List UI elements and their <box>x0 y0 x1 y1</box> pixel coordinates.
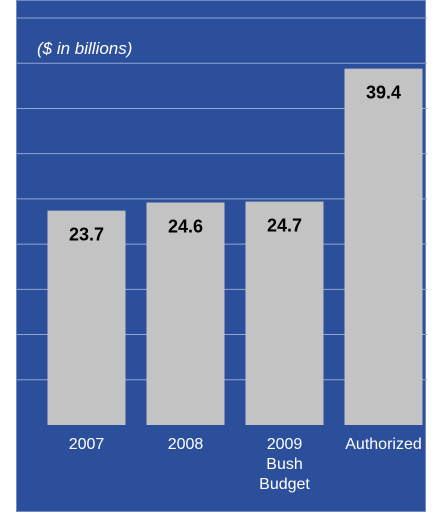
category-label-line: Authorized <box>345 436 422 453</box>
bar <box>344 68 423 425</box>
bar <box>146 202 225 425</box>
category-label: 2008 <box>168 436 204 453</box>
chart-panel: ($ in billions) 23.7 24.6 24.7 39.4 2007 200… <box>16 0 427 512</box>
category-label-line: Bush <box>266 456 302 473</box>
category-label-line: 2009 <box>267 436 303 453</box>
bar <box>245 201 324 425</box>
category-label-line: 2007 <box>69 436 105 453</box>
category-label: Authorized <box>345 436 422 453</box>
bars <box>47 68 423 425</box>
value-labels: 23.7 24.6 24.7 39.4 <box>69 83 401 245</box>
bar-chart: 23.7 24.6 24.7 39.4 2007 2008 2009 Bush Budget A… <box>17 17 427 493</box>
category-label: 2007 <box>69 436 105 453</box>
value-label: 24.7 <box>267 216 302 236</box>
category-label-line: 2008 <box>168 436 204 453</box>
category-labels: 2007 2008 2009 Bush Budget Authorized <box>69 436 422 493</box>
category-label: 2009 Bush Budget <box>259 436 310 493</box>
value-label: 23.7 <box>69 225 104 245</box>
value-label: 39.4 <box>366 83 401 103</box>
category-label-line: Budget <box>259 476 310 493</box>
unit-label: ($ in billions) <box>37 39 133 58</box>
bar <box>47 210 126 425</box>
value-label: 24.6 <box>168 217 203 237</box>
